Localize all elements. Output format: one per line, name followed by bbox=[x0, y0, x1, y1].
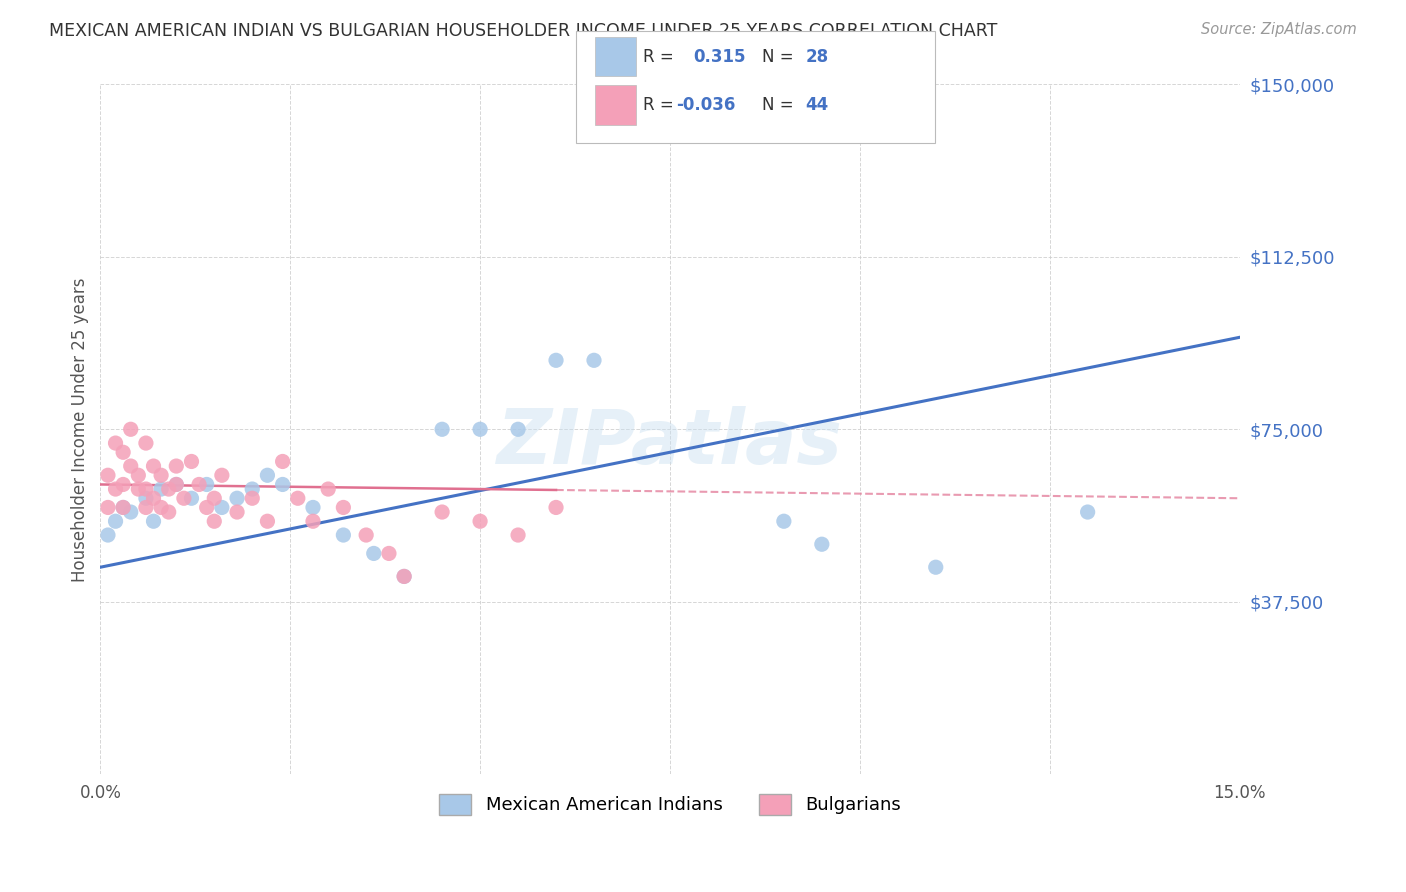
Point bbox=[392, 569, 415, 583]
Point bbox=[226, 505, 249, 519]
Point bbox=[240, 482, 263, 496]
Point bbox=[430, 505, 453, 519]
Point bbox=[142, 458, 165, 473]
Point bbox=[112, 477, 135, 491]
Point bbox=[97, 528, 120, 542]
Point bbox=[256, 514, 278, 528]
Point bbox=[120, 422, 142, 436]
Point bbox=[240, 491, 263, 506]
Point bbox=[430, 422, 453, 436]
Point bbox=[302, 500, 325, 515]
Point bbox=[468, 514, 491, 528]
Point bbox=[544, 353, 567, 368]
Point bbox=[506, 528, 529, 542]
Point bbox=[135, 436, 157, 450]
Point bbox=[112, 445, 135, 459]
Point bbox=[173, 491, 195, 506]
Point bbox=[157, 505, 180, 519]
Point bbox=[773, 514, 796, 528]
Point bbox=[180, 454, 202, 468]
Point bbox=[271, 454, 294, 468]
Point bbox=[211, 500, 233, 515]
Point bbox=[354, 528, 377, 542]
Point bbox=[302, 514, 325, 528]
Point bbox=[392, 569, 415, 583]
Point bbox=[127, 482, 149, 496]
Point bbox=[925, 560, 948, 574]
Text: 28: 28 bbox=[806, 48, 828, 66]
Point bbox=[150, 468, 173, 483]
Text: N =: N = bbox=[762, 48, 793, 66]
Point bbox=[180, 491, 202, 506]
Text: -0.036: -0.036 bbox=[676, 96, 735, 114]
Point bbox=[135, 500, 157, 515]
Point bbox=[142, 514, 165, 528]
Text: ZIPatlas: ZIPatlas bbox=[496, 406, 844, 480]
Point bbox=[165, 458, 187, 473]
Point bbox=[120, 505, 142, 519]
Point bbox=[150, 500, 173, 515]
Point bbox=[142, 491, 165, 506]
Text: 44: 44 bbox=[806, 96, 830, 114]
Point bbox=[582, 353, 605, 368]
Point bbox=[202, 491, 225, 506]
Point bbox=[104, 482, 127, 496]
Y-axis label: Householder Income Under 25 years: Householder Income Under 25 years bbox=[72, 277, 89, 582]
Point bbox=[316, 482, 339, 496]
Point bbox=[271, 477, 294, 491]
Point bbox=[506, 422, 529, 436]
Point bbox=[226, 491, 249, 506]
Text: MEXICAN AMERICAN INDIAN VS BULGARIAN HOUSEHOLDER INCOME UNDER 25 YEARS CORRELATI: MEXICAN AMERICAN INDIAN VS BULGARIAN HOU… bbox=[49, 22, 998, 40]
Point bbox=[135, 482, 157, 496]
Point bbox=[97, 468, 120, 483]
Point bbox=[195, 500, 218, 515]
Point bbox=[544, 500, 567, 515]
Text: R =: R = bbox=[643, 96, 673, 114]
Point bbox=[332, 528, 354, 542]
Legend: Mexican American Indians, Bulgarians: Mexican American Indians, Bulgarians bbox=[430, 785, 910, 823]
Text: N =: N = bbox=[762, 96, 793, 114]
Point bbox=[202, 514, 225, 528]
Point bbox=[256, 468, 278, 483]
Point bbox=[150, 482, 173, 496]
Point bbox=[112, 500, 135, 515]
Point bbox=[363, 546, 385, 560]
Point bbox=[104, 436, 127, 450]
Point bbox=[165, 477, 187, 491]
Point bbox=[211, 468, 233, 483]
Point bbox=[468, 422, 491, 436]
Point bbox=[120, 458, 142, 473]
Point bbox=[287, 491, 309, 506]
Point bbox=[157, 482, 180, 496]
Point bbox=[112, 500, 135, 515]
Point bbox=[97, 500, 120, 515]
Text: Source: ZipAtlas.com: Source: ZipAtlas.com bbox=[1201, 22, 1357, 37]
Point bbox=[127, 468, 149, 483]
Text: 0.315: 0.315 bbox=[693, 48, 745, 66]
Point bbox=[811, 537, 834, 551]
Point bbox=[135, 491, 157, 506]
Point bbox=[1077, 505, 1099, 519]
Point bbox=[378, 546, 401, 560]
Point bbox=[104, 514, 127, 528]
Point bbox=[195, 477, 218, 491]
Point bbox=[188, 477, 211, 491]
Point bbox=[165, 477, 187, 491]
Text: R =: R = bbox=[643, 48, 673, 66]
Point bbox=[332, 500, 354, 515]
